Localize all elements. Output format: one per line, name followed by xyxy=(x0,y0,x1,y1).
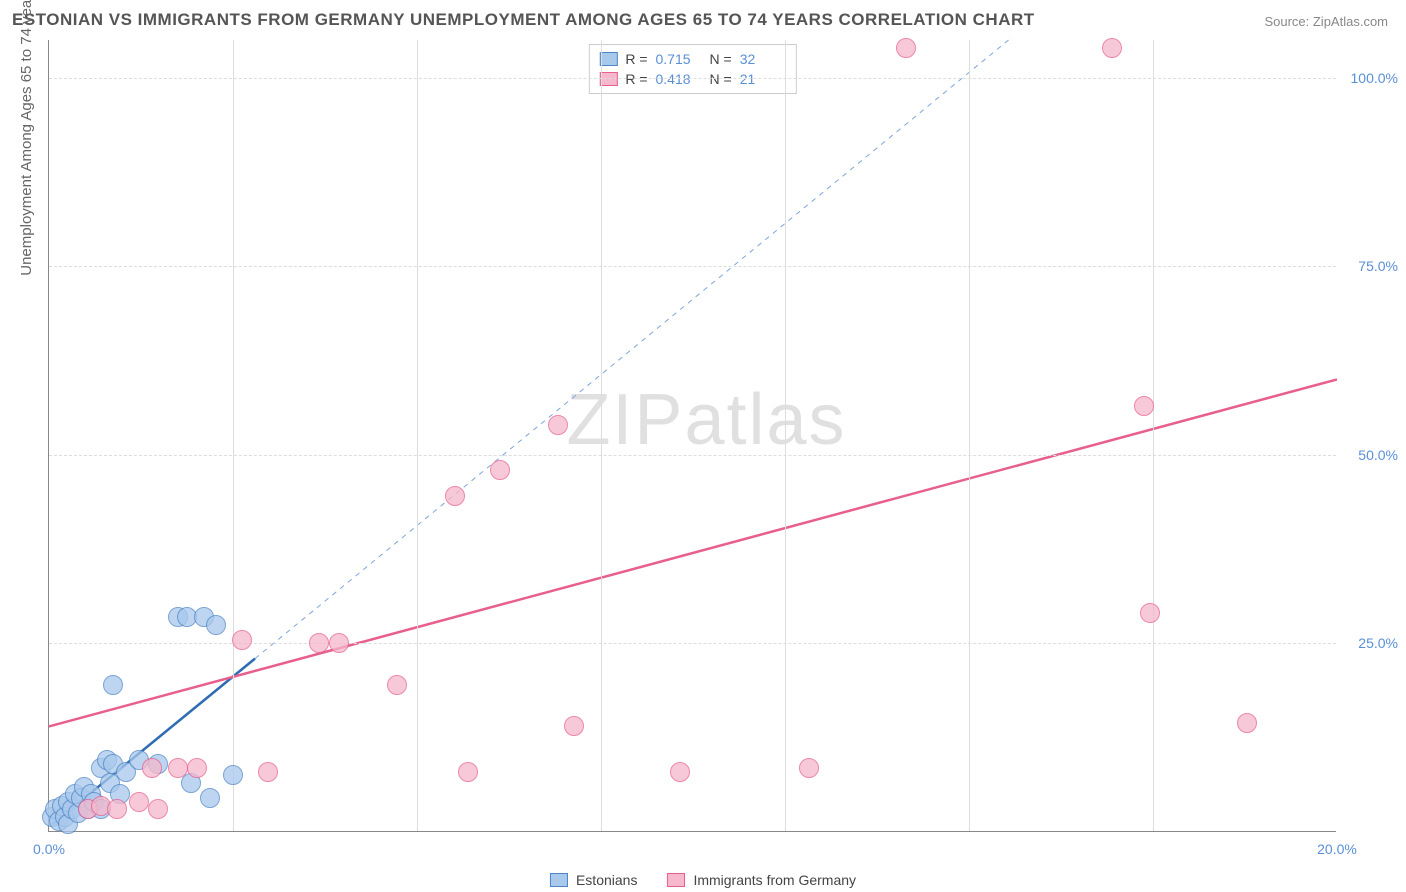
plot-area: ZIPatlas R = 0.715 N = 32 R = 0.418 N = … xyxy=(48,40,1336,832)
legend-row-germany: R = 0.418 N = 21 xyxy=(599,69,785,89)
y-tick-label: 50.0% xyxy=(1358,447,1398,463)
trend-line xyxy=(255,40,1008,659)
y-axis-label: Unemployment Among Ages 65 to 74 years xyxy=(18,0,35,276)
scatter-point xyxy=(329,633,349,653)
scatter-point xyxy=(129,792,149,812)
legend-row-estonians: R = 0.715 N = 32 xyxy=(599,49,785,69)
gridline-v xyxy=(417,40,418,831)
scatter-point xyxy=(258,762,278,782)
scatter-point xyxy=(1237,713,1257,733)
scatter-point xyxy=(490,460,510,480)
y-tick-label: 75.0% xyxy=(1358,258,1398,274)
scatter-point xyxy=(103,675,123,695)
x-tick-label: 20.0% xyxy=(1317,841,1357,857)
x-tick-label: 0.0% xyxy=(33,841,65,857)
scatter-point xyxy=(148,799,168,819)
gridline-h xyxy=(49,78,1336,79)
scatter-point xyxy=(232,630,252,650)
gridline-v xyxy=(601,40,602,831)
n-value: 32 xyxy=(740,51,786,67)
gridline-h xyxy=(49,455,1336,456)
scatter-point xyxy=(187,758,207,778)
correlation-legend: R = 0.715 N = 32 R = 0.418 N = 21 xyxy=(588,44,796,94)
scatter-point xyxy=(142,758,162,778)
gridline-h xyxy=(49,266,1336,267)
scatter-point xyxy=(799,758,819,778)
scatter-point xyxy=(200,788,220,808)
legend-item-germany: Immigrants from Germany xyxy=(667,872,856,888)
scatter-point xyxy=(168,758,188,778)
scatter-point xyxy=(107,799,127,819)
scatter-point xyxy=(1140,603,1160,623)
scatter-point xyxy=(309,633,329,653)
swatch-icon xyxy=(599,72,617,86)
scatter-point xyxy=(564,716,584,736)
swatch-icon xyxy=(599,52,617,66)
chart-title: ESTONIAN VS IMMIGRANTS FROM GERMANY UNEM… xyxy=(12,10,1035,30)
swatch-icon xyxy=(667,873,685,887)
gridline-v xyxy=(233,40,234,831)
scatter-point xyxy=(1134,396,1154,416)
y-tick-label: 25.0% xyxy=(1358,635,1398,651)
scatter-point xyxy=(445,486,465,506)
n-label: N = xyxy=(710,71,732,87)
r-value: 0.418 xyxy=(656,71,702,87)
scatter-point xyxy=(670,762,690,782)
gridline-v xyxy=(785,40,786,831)
trend-lines-layer xyxy=(49,40,1336,831)
source-label: Source: ZipAtlas.com xyxy=(1264,14,1388,29)
legend-label: Immigrants from Germany xyxy=(693,872,856,888)
r-label: R = xyxy=(625,51,647,67)
scatter-point xyxy=(548,415,568,435)
series-legend: Estonians Immigrants from Germany xyxy=(550,872,856,888)
swatch-icon xyxy=(550,873,568,887)
legend-item-estonians: Estonians xyxy=(550,872,637,888)
scatter-point xyxy=(458,762,478,782)
n-label: N = xyxy=(710,51,732,67)
trend-line xyxy=(49,379,1337,726)
legend-label: Estonians xyxy=(576,872,637,888)
n-value: 21 xyxy=(740,71,786,87)
scatter-point xyxy=(896,38,916,58)
r-label: R = xyxy=(625,71,647,87)
gridline-v xyxy=(1153,40,1154,831)
r-value: 0.715 xyxy=(656,51,702,67)
y-tick-label: 100.0% xyxy=(1351,70,1398,86)
gridline-v xyxy=(969,40,970,831)
scatter-point xyxy=(1102,38,1122,58)
scatter-point xyxy=(206,615,226,635)
scatter-point xyxy=(387,675,407,695)
scatter-point xyxy=(223,765,243,785)
chart-container: ESTONIAN VS IMMIGRANTS FROM GERMANY UNEM… xyxy=(0,0,1406,892)
